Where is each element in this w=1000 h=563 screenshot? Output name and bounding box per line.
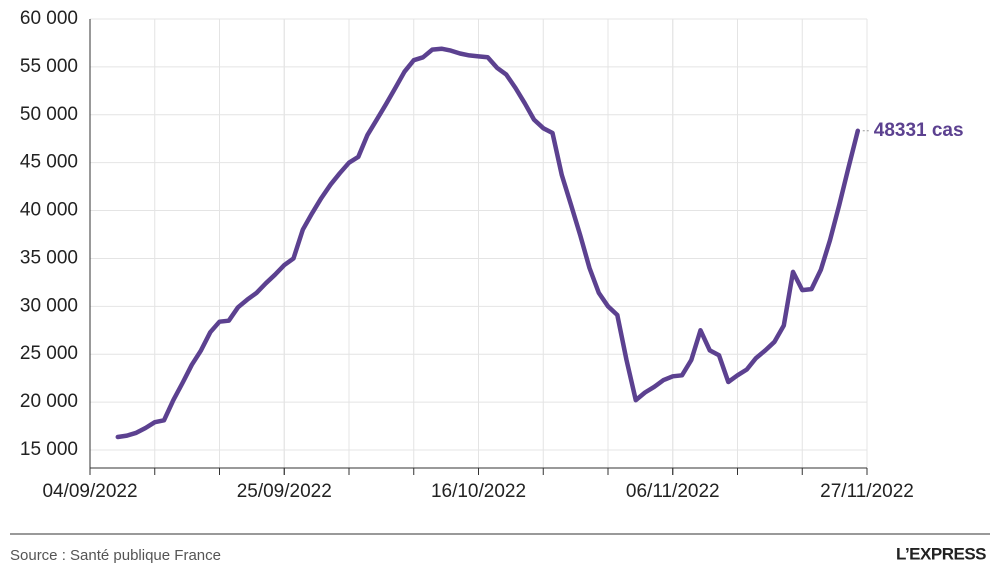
- source: Source : Santé publique France: [10, 547, 221, 563]
- y-tick-label: 50 000: [20, 104, 78, 125]
- y-tick-label: 60 000: [20, 8, 78, 29]
- logo: L’EXPRESS: [896, 544, 986, 563]
- x-tick-label: 16/10/2022: [431, 481, 526, 502]
- y-tick-label: 55 000: [20, 56, 78, 77]
- x-tick-label: 04/09/2022: [42, 481, 137, 502]
- x-tick-label: 06/11/2022: [626, 481, 720, 502]
- y-tick-label: 15 000: [20, 439, 78, 460]
- y-tick-label: 25 000: [20, 343, 78, 364]
- x-tick-label: 27/11/2022: [820, 481, 914, 502]
- x-tick-label: 25/09/2022: [237, 481, 332, 502]
- y-tick-label: 45 000: [20, 152, 78, 173]
- y-tick-label: 40 000: [20, 200, 78, 221]
- line: [115, 46, 861, 440]
- y-tick-label: 20 000: [20, 391, 78, 412]
- y-tick-label: 35 000: [20, 247, 78, 268]
- value-label: 48331 cas: [874, 120, 964, 141]
- y-tick-label: 30 000: [20, 295, 78, 316]
